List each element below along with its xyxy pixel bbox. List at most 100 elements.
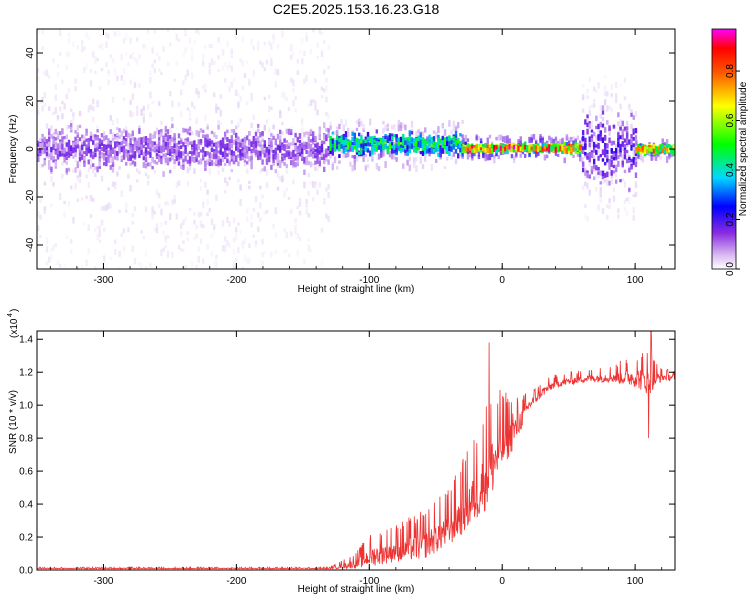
heatmap-cell	[217, 144, 220, 148]
heatmap-cell	[169, 42, 172, 47]
heatmap-cell	[177, 152, 181, 158]
heatmap-cell	[259, 185, 262, 190]
heatmap-cell	[588, 142, 591, 148]
heatmap-cell	[217, 150, 220, 154]
heatmap-cell	[59, 144, 62, 150]
heatmap-cell	[98, 143, 101, 150]
heatmap-cell	[386, 123, 390, 128]
heatmap-cell	[164, 153, 167, 158]
heatmap-cell	[54, 141, 57, 148]
heatmap-cell	[144, 156, 148, 162]
heatmap-cell	[140, 137, 143, 142]
heatmap-cell	[597, 166, 600, 171]
heatmap-cell	[362, 143, 365, 149]
snr-y-multiplier-exp: 4	[7, 313, 14, 317]
heatmap-cell	[89, 214, 93, 218]
heatmap-cell	[246, 257, 249, 264]
heatmap-cell	[606, 105, 609, 112]
heatmap-cell	[309, 161, 313, 168]
heatmap-cell	[158, 129, 161, 135]
heatmap-cell	[614, 82, 618, 88]
heatmap-cell	[131, 245, 134, 253]
heatmap-cell	[160, 155, 163, 160]
heatmap-cell	[41, 105, 44, 112]
heatmap-cell	[570, 143, 573, 149]
heatmap-cell	[230, 120, 233, 124]
heatmap-cell	[603, 151, 607, 158]
heatmap-cell	[228, 220, 231, 227]
heatmap-cell	[241, 266, 244, 269]
heatmap-cell	[441, 140, 445, 147]
heatmap-cell	[76, 134, 79, 138]
heatmap-cell	[237, 179, 240, 183]
heatmap-cell	[129, 137, 132, 144]
heatmap-cell	[285, 144, 288, 150]
heatmap-cell	[430, 163, 434, 171]
heatmap-cell	[81, 40, 84, 47]
heatmap-cell	[619, 135, 622, 140]
heatmap-cell	[563, 148, 566, 154]
heatmap-cell	[89, 104, 93, 110]
heatmap-cell	[329, 145, 332, 151]
heatmap-cell	[285, 163, 288, 169]
heatmap-cell	[61, 152, 64, 157]
heatmap-cell	[592, 176, 596, 181]
heatmap-cell	[486, 148, 489, 154]
heatmap-cell	[59, 131, 62, 136]
heatmap-cell	[586, 216, 589, 222]
heatmap-cell	[202, 134, 205, 139]
heatmap-cell	[408, 145, 412, 149]
heatmap-cell	[665, 139, 669, 145]
heatmap-cell	[235, 227, 238, 233]
heatmap-cell	[63, 211, 66, 219]
heatmap-cell	[303, 51, 306, 57]
heatmap-cell	[208, 156, 211, 161]
heatmap-cell	[103, 144, 106, 149]
heatmap-cell	[329, 125, 332, 131]
heatmap-cell	[221, 142, 225, 149]
heatmap-cell	[246, 161, 249, 165]
heatmap-cell	[63, 200, 66, 205]
heatmap-cell	[312, 153, 315, 159]
heatmap-cell	[298, 236, 302, 241]
heatmap-cell	[173, 159, 176, 164]
heatmap-cell	[94, 134, 97, 138]
heatmap-cell	[144, 163, 148, 169]
heatmap-cell	[188, 110, 192, 116]
heatmap-cell	[360, 143, 363, 148]
heatmap-cell	[424, 127, 427, 133]
heatmap-cell	[43, 159, 46, 166]
heatmap-cell	[103, 135, 106, 142]
heatmap-cell	[614, 151, 618, 156]
heatmap-cell	[276, 186, 280, 191]
heatmap-cell	[597, 129, 600, 135]
heatmap-cell	[296, 154, 299, 160]
heatmap-cell	[285, 187, 288, 192]
heatmap-cell	[219, 94, 222, 99]
heatmap-cell	[125, 37, 128, 41]
heatmap-cell	[120, 53, 123, 61]
heatmap-cell	[563, 157, 566, 164]
heatmap-cell	[94, 152, 97, 158]
heatmap-cell	[85, 128, 88, 133]
heatmap-cell	[63, 148, 66, 154]
heatmap-cell	[175, 155, 178, 160]
heatmap-cell	[541, 146, 544, 152]
heatmap-cell	[230, 135, 233, 140]
heatmap-cell	[443, 137, 447, 142]
heatmap-cell	[331, 147, 335, 151]
heatmap-cell	[166, 201, 170, 206]
heatmap-cell	[85, 138, 88, 142]
heatmap-cell	[166, 161, 170, 166]
heatmap-cell	[534, 152, 538, 158]
heatmap-cell	[131, 112, 134, 117]
heatmap-cell	[366, 131, 370, 137]
heatmap-cell	[307, 136, 310, 143]
heatmap-cell	[96, 58, 99, 62]
heatmap-cell	[510, 143, 514, 147]
heatmap-cell	[599, 187, 602, 192]
heatmap-cell	[263, 210, 266, 215]
heatmap-cell	[195, 147, 198, 151]
heatmap-cell	[292, 149, 295, 156]
heatmap-cell	[541, 138, 544, 144]
